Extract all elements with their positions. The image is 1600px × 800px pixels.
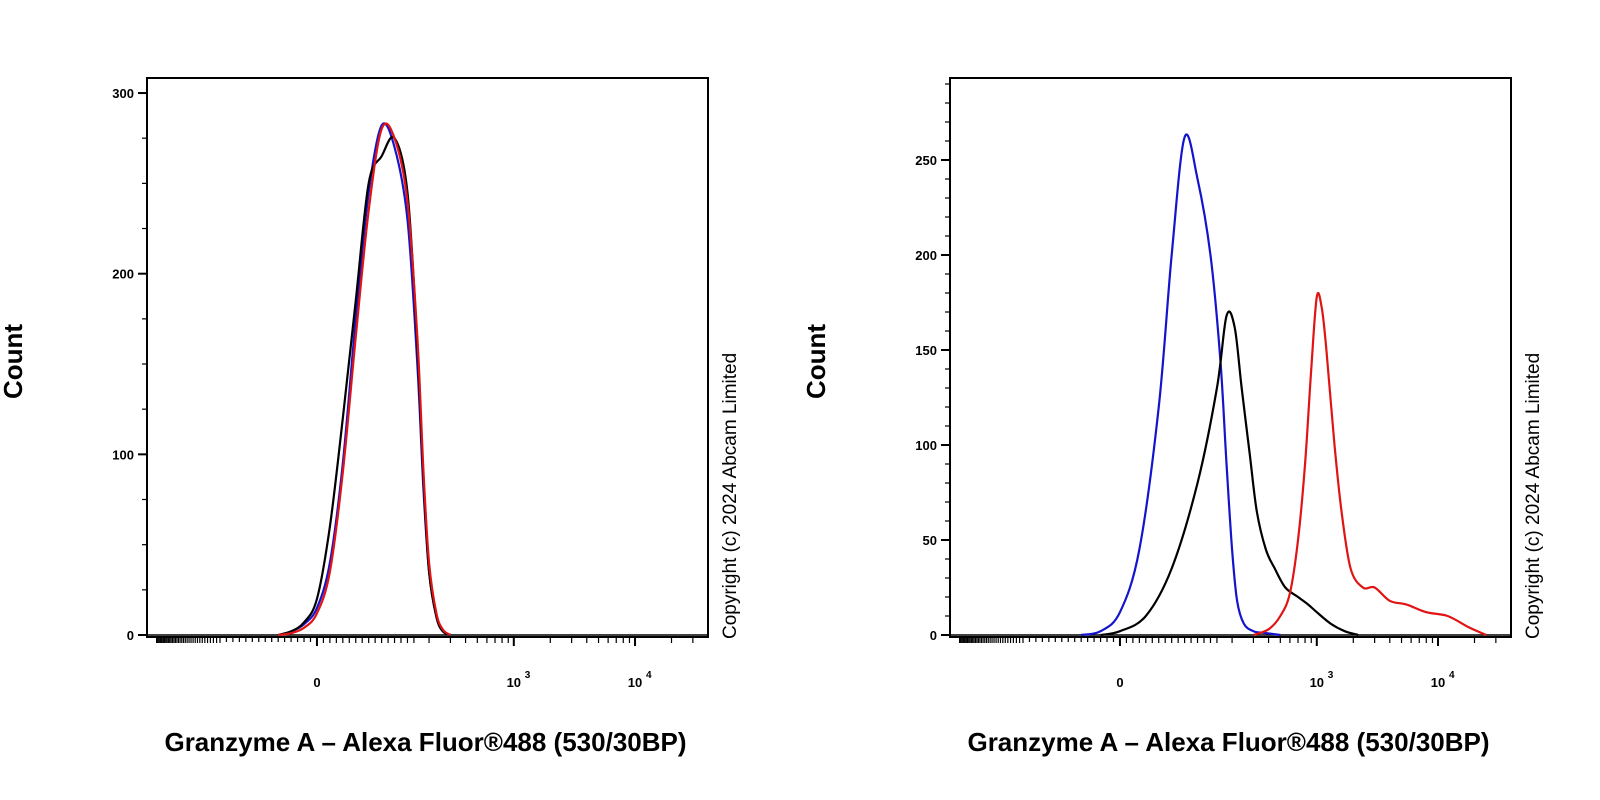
y-tick-label: 50 bbox=[923, 533, 937, 548]
x-tick-label: 10 bbox=[1310, 675, 1324, 690]
x-tick-exponent: 4 bbox=[646, 670, 652, 681]
x-tick-exponent: 3 bbox=[525, 670, 531, 681]
x-tick-label: 0 bbox=[313, 675, 320, 690]
x-tick-exponent: 4 bbox=[1449, 670, 1455, 681]
x-axis-title: Granzyme A – Alexa Fluor®488 (530/30BP) bbox=[967, 727, 1489, 757]
plot-frame bbox=[949, 77, 1512, 638]
y-tick-label: 100 bbox=[915, 438, 937, 453]
x-tick-exponent: 3 bbox=[1328, 670, 1334, 681]
y-tick-label: 300 bbox=[112, 86, 134, 101]
histogram-panel-left: 0 100 200 300 0 10 3 10 4 Count Granzyme A – Ale… bbox=[0, 77, 741, 757]
y-axis-title: Count bbox=[801, 324, 831, 399]
histogram-series-line bbox=[1253, 291, 1487, 637]
histogram-series-line bbox=[1080, 133, 1281, 637]
copyright-notice: Copyright (c) 2024 Abcam Limited bbox=[1523, 353, 1544, 639]
x-axis-title: Granzyme A – Alexa Fluor®488 (530/30BP) bbox=[164, 727, 686, 757]
y-tick-label: 250 bbox=[915, 153, 937, 168]
y-tick-label: 150 bbox=[915, 343, 937, 358]
y-tick-label: 200 bbox=[915, 248, 937, 263]
histogram-series-line bbox=[1100, 310, 1359, 637]
y-axis-title: Count bbox=[0, 324, 28, 399]
copyright-notice: Copyright (c) 2024 Abcam Limited bbox=[720, 353, 741, 639]
histogram-series-line bbox=[278, 122, 452, 637]
histogram-series-line bbox=[277, 122, 451, 637]
plot-frame bbox=[146, 77, 709, 638]
x-tick-label: 10 bbox=[1431, 675, 1445, 690]
x-tick-label: 0 bbox=[1116, 675, 1123, 690]
x-tick-label: 10 bbox=[628, 675, 642, 690]
y-tick-label: 200 bbox=[112, 267, 134, 282]
y-tick-label: 0 bbox=[127, 628, 134, 643]
histogram-series-line bbox=[277, 135, 451, 637]
y-tick-label: 0 bbox=[930, 628, 937, 643]
x-tick-label: 10 bbox=[507, 675, 521, 690]
histogram-panel-right: 0 50 100 150 200 250 0 10 3 10 4 Count Granzyme A … bbox=[801, 77, 1544, 757]
y-tick-label: 100 bbox=[112, 447, 134, 462]
